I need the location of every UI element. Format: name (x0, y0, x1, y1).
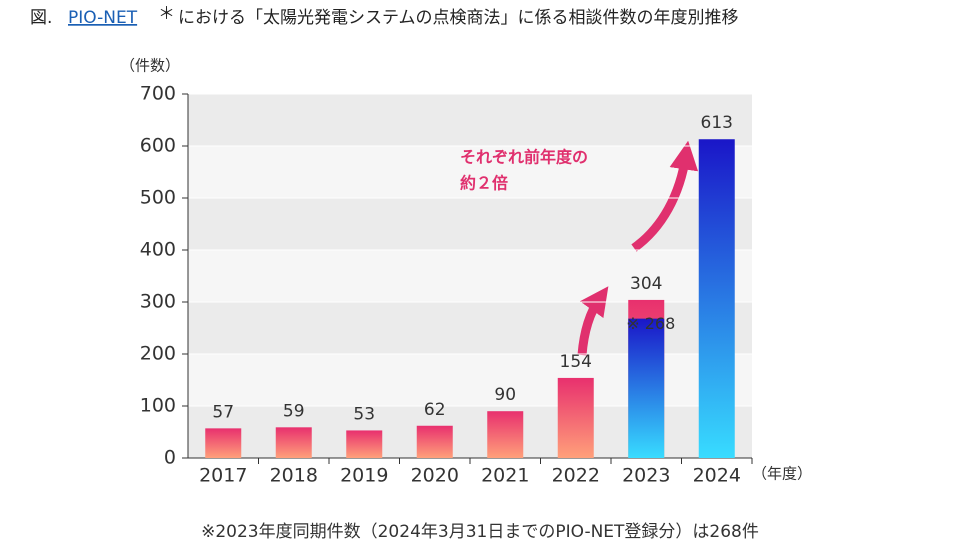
value-label: 90 (494, 385, 516, 405)
y-tick-label: 700 (140, 83, 176, 105)
x-tick-label: 2024 (693, 465, 741, 487)
grid-band (188, 94, 752, 146)
bar (416, 425, 453, 458)
bar-overlay (628, 318, 665, 458)
value-label: 57 (212, 402, 234, 422)
footnote: ※2023年度同期件数（2024年3月31日までのPIO-NET登録分）は268… (201, 522, 759, 542)
bar (346, 430, 383, 458)
y-tick-label: 0 (164, 447, 176, 469)
y-tick-label: 100 (140, 395, 176, 417)
x-tick-label: 2017 (199, 465, 247, 487)
bar (275, 427, 312, 458)
x-tick-label: 2018 (270, 465, 318, 487)
grid-band (188, 146, 752, 198)
value-label: 59 (283, 401, 305, 421)
bar (557, 377, 594, 458)
x-axis-label: （年度） (752, 465, 812, 483)
y-axis-label: （件数） (120, 57, 180, 75)
y-tick-label: 500 (140, 187, 176, 209)
y-tick-label: 200 (140, 343, 176, 365)
arrow (631, 140, 699, 252)
x-tick-label: 2021 (481, 465, 529, 487)
annotation: 約２倍 (460, 174, 508, 193)
value-label: 304 (630, 274, 662, 294)
title-mark: ＊ (158, 4, 175, 24)
title-text: における「太陽光発電システムの点検商法」に係る相談件数の年度別推移 (178, 8, 739, 28)
bar (205, 428, 242, 458)
value-label: 154 (560, 352, 592, 372)
x-tick-label: 2020 (411, 465, 459, 487)
x-tick-label: 2019 (340, 465, 388, 487)
title-link[interactable]: PIO-NET (68, 8, 138, 28)
bar (698, 139, 735, 459)
value-label: 62 (424, 400, 446, 420)
value-label: 613 (701, 113, 733, 133)
x-tick-label: 2022 (552, 465, 600, 487)
y-tick-label: 400 (140, 239, 176, 261)
x-tick-label: 2023 (622, 465, 670, 487)
y-tick-label: 600 (140, 135, 176, 157)
grid-band (188, 250, 752, 302)
title-prefix: 図. (30, 8, 52, 28)
annotation: それぞれ前年度の (460, 148, 588, 167)
grid-band (188, 406, 752, 458)
y-tick-label: 300 (140, 291, 176, 313)
value-label: 53 (353, 404, 375, 424)
overlay-label: ※ 268 (626, 314, 675, 333)
grid-band (188, 354, 752, 406)
bar (487, 411, 524, 458)
